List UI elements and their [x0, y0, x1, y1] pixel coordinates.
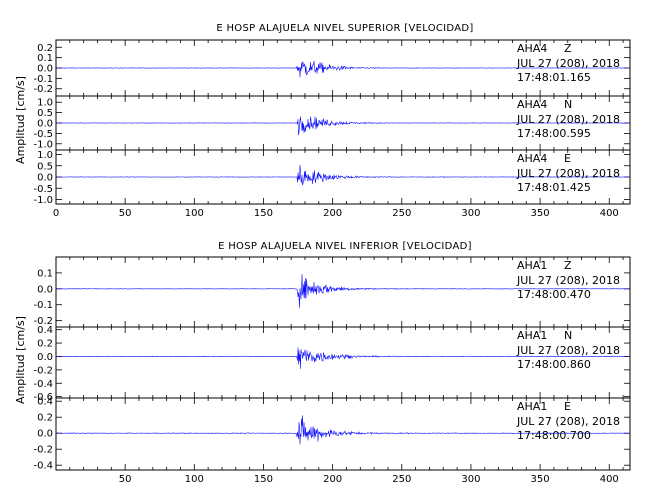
- x-tick-label: 300: [461, 474, 480, 485]
- date-label: JUL 27 (208), 2018: [516, 415, 620, 428]
- y-tick-label: 0.5: [37, 108, 53, 119]
- time-label: 17:48:01.425: [517, 181, 591, 194]
- component-label: E: [564, 400, 571, 413]
- x-tick-label: 400: [600, 474, 619, 485]
- date-label: JUL 27 (208), 2018: [516, 167, 620, 180]
- x-tick-label: 50: [119, 474, 132, 485]
- trace-panel-aha1-e: 0.4 0.2 0.0 -0.2 -0.4 AHA1 E JUL 27 (208), 2018…: [33, 397, 631, 472]
- chart-title-superior: E HOSP ALAJUELA NIVEL SUPERIOR [VELOCIDA…: [216, 23, 473, 34]
- time-label: 17:48:00.595: [517, 127, 591, 140]
- x-tick-label: 0: [53, 208, 59, 219]
- date-label: JUL 27 (208), 2018: [516, 57, 620, 70]
- y-tick-label: 0.2: [37, 413, 53, 424]
- y-tick-label: 0.1: [37, 268, 53, 279]
- time-label: 17:48:00.700: [517, 429, 591, 442]
- y-tick-label: 0.0: [37, 173, 53, 184]
- y-tick-label: -0.5: [33, 129, 53, 140]
- y-tick-label: -1.0: [33, 195, 53, 206]
- date-label: JUL 27 (208), 2018: [516, 113, 620, 126]
- trace-panel-aha4-z: 0.20.10.0-0.1-0.2 AHA4 Z JUL 27 (208), 2018…: [33, 39, 631, 97]
- y-tick-label: -0.2: [33, 316, 53, 327]
- y-tick-label: -0.1: [33, 300, 53, 311]
- x-tick-label: 150: [254, 474, 273, 485]
- station-label: AHA1: [517, 329, 547, 342]
- x-tick-label: 350: [531, 474, 550, 485]
- y-tick-label: -0.5: [33, 184, 53, 195]
- y-tick-label: 1.0: [37, 98, 53, 109]
- y-tick-label: 0.4: [37, 325, 53, 336]
- x-tick-label: 200: [323, 208, 342, 219]
- x-tick-label: 50: [119, 208, 132, 219]
- y-tick-label: -1.0: [33, 139, 53, 150]
- date-label: JUL 27 (208), 2018: [516, 344, 620, 357]
- chart-title-inferior: E HOSP ALAJUELA NIVEL INFERIOR [VELOCIDA…: [218, 241, 472, 252]
- y-tick-label: 0.5: [37, 161, 53, 172]
- waveform-trace: [56, 274, 629, 308]
- x-tick-label: 350: [531, 208, 550, 219]
- y-tick-label: 0.0: [37, 64, 53, 75]
- station-label: AHA4: [517, 152, 547, 165]
- station-label: AHA1: [517, 259, 547, 272]
- x-tick-label: 250: [392, 208, 411, 219]
- y-tick-label: 0.0: [37, 429, 53, 440]
- y-axis-label-inferior: Amplitud [cm/s]: [14, 316, 27, 404]
- y-axis-label-superior: Amplitud [cm/s]: [14, 76, 27, 164]
- trace-panel-aha1-z: 0.1 0.0 -0.1 -0.2 AHA1 Z JUL 27 (208), 201817:…: [33, 256, 631, 328]
- waveform-trace: [56, 347, 629, 369]
- y-tick-label: -0.4: [33, 461, 53, 472]
- y-tick-label: 0.1: [37, 53, 53, 64]
- y-tick-label: -0.2: [33, 445, 53, 456]
- y-tick-label: 0.4: [37, 397, 53, 408]
- y-tick-label: -0.2: [33, 365, 53, 376]
- x-tick-label: 250: [392, 474, 411, 485]
- y-tick-label: 0.0: [37, 352, 53, 363]
- x-tick-label: 400: [600, 208, 619, 219]
- time-label: 17:48:00.470: [517, 288, 591, 301]
- x-tick-label: 100: [185, 208, 204, 219]
- trace-panel-aha4-n: 1.00.50.0-0.5-1.0 AHA4 N JUL 27 (208), 2018…: [33, 95, 631, 151]
- y-tick-label: 0.0: [37, 284, 53, 295]
- waveform-trace: [56, 165, 629, 186]
- time-label: 17:48:01.165: [517, 71, 591, 84]
- component-label: N: [564, 98, 572, 111]
- component-label: N: [564, 329, 572, 342]
- trace-panel-aha1-n: 0.4 0.2 0.0 -0.2 -0.4 -0.6 AHA1 N JUL 27 (208), …: [33, 325, 631, 403]
- y-tick-label: 1.0: [37, 150, 53, 161]
- station-label: AHA1: [517, 400, 547, 413]
- y-tick-label: 0.2: [37, 339, 53, 350]
- y-tick-label: -0.2: [33, 84, 53, 95]
- component-label: E: [564, 152, 571, 165]
- y-tick-label: 0.0: [37, 119, 53, 130]
- x-tick-label: 100: [185, 474, 204, 485]
- component-label: Z: [564, 259, 572, 272]
- y-tick-label: 0.2: [37, 43, 53, 54]
- waveform-trace: [56, 415, 629, 445]
- y-tick-label: -0.4: [33, 379, 53, 390]
- x-tick-label: 300: [461, 208, 480, 219]
- x-tick-label: 150: [254, 208, 273, 219]
- panel-frame: [55, 397, 631, 471]
- waveform-trace: [56, 60, 629, 78]
- y-tick-label: -0.6: [33, 392, 53, 403]
- station-label: AHA4: [517, 98, 547, 111]
- time-label: 17:48:00.860: [517, 358, 591, 371]
- x-tick-label: 200: [323, 474, 342, 485]
- y-tick-label: -0.1: [33, 74, 53, 85]
- component-label: Z: [564, 42, 572, 55]
- trace-panel-aha4-e: 1.00.50.0-0.5-1.0 AHA4 E JUL 27 (208), 2018…: [33, 149, 631, 206]
- waveform-trace: [56, 116, 629, 136]
- date-label: JUL 27 (208), 2018: [516, 274, 620, 287]
- station-label: AHA4: [517, 42, 547, 55]
